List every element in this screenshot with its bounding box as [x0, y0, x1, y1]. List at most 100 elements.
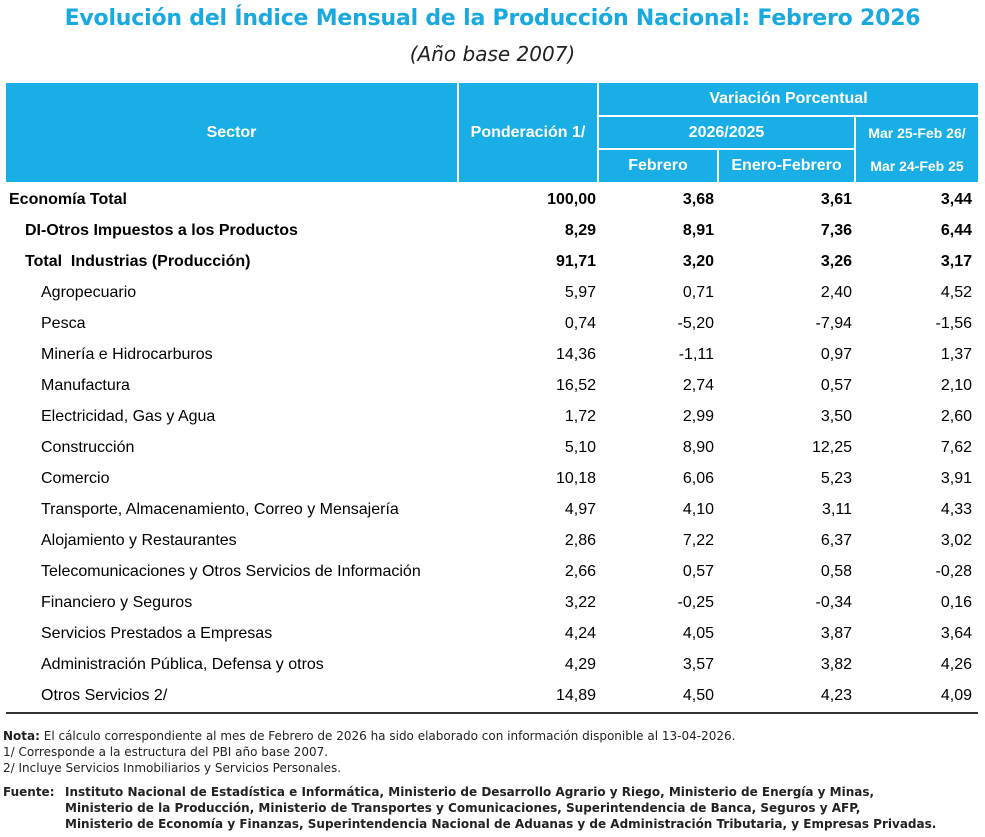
row-enero-febrero: 2,40	[820, 284, 852, 301]
row-ponderacion: 10,18	[555, 470, 596, 487]
row-anual: 1,37	[940, 346, 972, 363]
row-enero-febrero: 3,50	[820, 408, 852, 425]
table-row: Transporte, Almacenamiento, Correo y Men…	[6, 495, 978, 526]
row-enero-febrero: 6,37	[820, 532, 852, 549]
row-ponderacion: 1,72	[564, 408, 596, 425]
row-ponderacion: 16,52	[555, 377, 596, 394]
footnote-1: 1/ Corresponde a la estructura del PBI a…	[3, 745, 329, 759]
header-divider	[597, 83, 599, 182]
row-ponderacion: 4,24	[564, 625, 596, 642]
row-enero-febrero: 4,23	[820, 687, 852, 704]
row-sector: Agropecuario	[41, 284, 137, 301]
row-febrero: 3,68	[682, 191, 714, 208]
row-anual: 0,16	[940, 594, 972, 611]
row-ponderacion: 8,29	[564, 222, 596, 239]
row-enero-febrero: -7,94	[815, 315, 852, 332]
source-line: Ministerio de Economía y Finanzas, Super…	[65, 817, 937, 831]
row-anual: 4,09	[940, 687, 972, 704]
row-enero-febrero: 12,25	[811, 439, 852, 456]
row-sector: Financiero y Seguros	[41, 594, 193, 611]
row-febrero: -5,20	[677, 315, 714, 332]
row-sector: Otros Servicios 2/	[41, 687, 168, 704]
table-row: Manufactura 16,52 2,74 0,57 2,10	[6, 371, 978, 402]
row-ponderacion: 2,86	[564, 532, 596, 549]
row-ponderacion: 100,00	[547, 191, 596, 208]
table-row: Total Industrias (Producción) 91,71 3,20…	[6, 247, 978, 278]
row-anual: 3,17	[940, 253, 972, 270]
row-febrero: 8,91	[682, 222, 714, 239]
row-ponderacion: 0,74	[564, 315, 596, 332]
table-row: Financiero y Seguros 3,22 -0,25 -0,34 0,…	[6, 588, 978, 619]
row-anual: 3,64	[940, 625, 972, 642]
note-line: Nota: El cálculo correspondiente al mes …	[3, 728, 735, 744]
row-febrero: 0,71	[682, 284, 714, 301]
table-row: Alojamiento y Restaurantes 2,86 7,22 6,3…	[6, 526, 978, 557]
row-ponderacion: 4,29	[564, 656, 596, 673]
row-anual: 4,52	[940, 284, 972, 301]
row-anual: 3,44	[940, 191, 972, 208]
header-febrero: Febrero	[628, 157, 688, 174]
header-anual-1: Mar 25-Feb 26/	[868, 124, 966, 141]
row-ponderacion: 91,71	[555, 253, 596, 270]
header-divider	[717, 148, 719, 182]
row-sector: Transporte, Almacenamiento, Correo y Men…	[41, 501, 399, 518]
table-bottom-rule	[6, 712, 978, 714]
page-subtitle: (Año base 2007)	[409, 42, 576, 66]
table-row: Pesca 0,74 -5,20 -7,94 -1,56	[6, 309, 978, 340]
row-anual: 6,44	[940, 222, 972, 239]
row-sector: Comercio	[41, 470, 110, 487]
row-enero-febrero: -0,34	[815, 594, 852, 611]
table-notes: Nota: El cálculo correspondiente al mes …	[3, 728, 735, 776]
row-sector: Servicios Prestados a Empresas	[41, 625, 273, 642]
row-ponderacion: 3,22	[564, 594, 596, 611]
table-row: Comercio 10,18 6,06 5,23 3,91	[6, 464, 978, 495]
table-row: Electricidad, Gas y Agua 1,72 2,99 3,50 …	[6, 402, 978, 433]
page-title: Evolución del Índice Mensual de la Produ…	[64, 6, 921, 31]
row-febrero: 3,57	[682, 656, 714, 673]
row-febrero: 2,99	[682, 408, 714, 425]
source-line: Instituto Nacional de Estadística e Info…	[65, 785, 875, 799]
row-sector: DI-Otros Impuestos a los Productos	[25, 222, 298, 239]
source-label: Fuente:	[3, 785, 55, 799]
row-enero-febrero: 3,87	[820, 625, 852, 642]
table-row: Servicios Prestados a Empresas 4,24 4,05…	[6, 619, 978, 650]
row-enero-febrero: 3,26	[820, 253, 852, 270]
row-enero-febrero: 0,97	[820, 346, 852, 363]
row-enero-febrero: 0,57	[820, 377, 852, 394]
row-sector: Economía Total	[9, 191, 127, 208]
row-sector: Administración Pública, Defensa y otros	[41, 656, 324, 673]
note-text: El cálculo correspondiente al mes de Feb…	[43, 729, 736, 743]
header-variacion: Variación Porcentual	[709, 90, 868, 107]
row-anual: -1,56	[935, 315, 972, 332]
row-ponderacion: 14,36	[555, 346, 596, 363]
header-divider	[599, 148, 854, 150]
row-enero-febrero: 5,23	[820, 470, 852, 487]
row-sector: Electricidad, Gas y Agua	[41, 408, 216, 425]
row-febrero: 7,22	[682, 532, 714, 549]
row-sector: Construcción	[41, 439, 135, 456]
table-row: Minería e Hidrocarburos 14,36 -1,11 0,97…	[6, 340, 978, 371]
row-febrero: 2,74	[682, 377, 714, 394]
table-row: Telecomunicaciones y Otros Servicios de …	[6, 557, 978, 588]
row-anual: 4,33	[940, 501, 972, 518]
row-enero-febrero: 3,61	[820, 191, 852, 208]
row-febrero: 4,50	[682, 687, 714, 704]
table-body: Economía Total 100,00 3,68 3,61 3,44 DI-…	[6, 185, 978, 712]
header-periodo: 2026/2025	[688, 123, 765, 141]
table-row: Construcción 5,10 8,90 12,25 7,62	[6, 433, 978, 464]
header-enero-febrero: Enero-Febrero	[731, 157, 842, 174]
header-divider	[854, 115, 856, 182]
row-febrero: 8,90	[682, 439, 714, 456]
row-febrero: 6,06	[682, 470, 714, 487]
source-line: Ministerio de la Producción, Ministerio …	[65, 801, 861, 815]
row-anual: 2,10	[940, 377, 972, 394]
row-enero-febrero: 3,11	[822, 501, 852, 518]
row-ponderacion: 14,89	[555, 687, 596, 704]
row-ponderacion: 5,97	[564, 284, 596, 301]
header-anual-2: Mar 24-Feb 25	[870, 158, 964, 174]
footnote-2: 2/ Incluye Servicios Inmobiliarios y Ser…	[3, 761, 342, 775]
row-anual: 4,26	[940, 656, 972, 673]
source-text: Instituto Nacional de Estadística e Info…	[65, 784, 965, 832]
table-row: Otros Servicios 2/ 14,89 4,50 4,23 4,09	[6, 681, 978, 712]
note-label: Nota:	[3, 729, 40, 743]
